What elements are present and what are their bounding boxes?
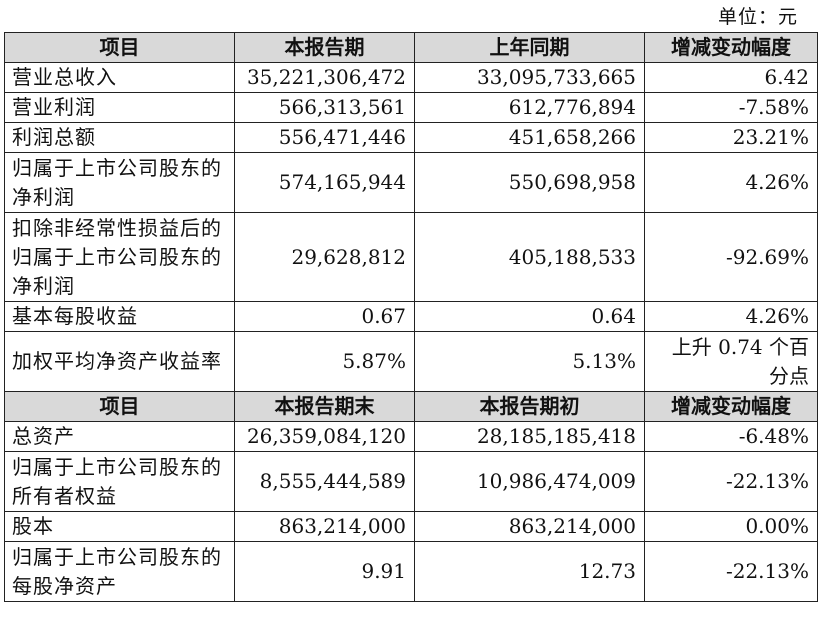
row-label: 加权平均净资产收益率 bbox=[4, 331, 235, 392]
table-row: 加权平均净资产收益率 5.87% 5.13% 上升 0.74 个百分点 bbox=[4, 331, 818, 392]
row-previous: 28,185,185,418 bbox=[414, 421, 645, 452]
row-current: 8,555,444,589 bbox=[234, 451, 415, 512]
row-change: 23.21% bbox=[644, 122, 818, 153]
row-current: 29,628,812 bbox=[234, 212, 415, 302]
row-current: 574,165,944 bbox=[234, 152, 415, 213]
row-previous: 863,214,000 bbox=[414, 511, 645, 542]
header-change: 增减变动幅度 bbox=[644, 391, 818, 422]
row-label: 基本每股收益 bbox=[4, 301, 235, 332]
row-label: 营业总收入 bbox=[4, 62, 235, 93]
header-previous-period: 上年同期 bbox=[414, 32, 645, 63]
row-previous: 0.64 bbox=[414, 301, 645, 332]
row-label: 利润总额 bbox=[4, 122, 235, 153]
table-row: 总资产 26,359,084,120 28,185,185,418 -6.48% bbox=[4, 421, 818, 452]
row-previous: 33,095,733,665 bbox=[414, 62, 645, 93]
table-row: 营业总收入 35,221,306,472 33,095,733,665 6.42 bbox=[4, 62, 818, 93]
header-change: 增减变动幅度 bbox=[644, 32, 818, 63]
row-change: 上升 0.74 个百分点 bbox=[644, 331, 818, 392]
table-row: 归属于上市公司股东的每股净资产 9.91 12.73 -22.13% bbox=[4, 541, 818, 602]
section2-header-row: 项目 本报告期末 本报告期初 增减变动幅度 bbox=[4, 391, 818, 422]
header-period-start: 本报告期初 bbox=[414, 391, 645, 422]
row-label: 归属于上市公司股东的所有者权益 bbox=[4, 451, 235, 512]
row-current: 35,221,306,472 bbox=[234, 62, 415, 93]
row-current: 566,313,561 bbox=[234, 92, 415, 123]
table-row: 扣除非经常性损益后的归属于上市公司股东的净利润 29,628,812 405,1… bbox=[4, 212, 818, 302]
row-previous: 405,188,533 bbox=[414, 212, 645, 302]
section1-header-row: 项目 本报告期 上年同期 增减变动幅度 bbox=[4, 32, 818, 63]
header-item: 项目 bbox=[4, 32, 235, 63]
header-item: 项目 bbox=[4, 391, 235, 422]
row-current: 5.87% bbox=[234, 331, 415, 392]
header-current-period: 本报告期 bbox=[234, 32, 415, 63]
header-period-end: 本报告期末 bbox=[234, 391, 415, 422]
row-previous: 12.73 bbox=[414, 541, 645, 602]
row-change: -22.13% bbox=[644, 541, 818, 602]
row-change: 4.26% bbox=[644, 152, 818, 213]
row-change: -7.58% bbox=[644, 92, 818, 123]
row-label: 总资产 bbox=[4, 421, 235, 452]
row-change: 0.00% bbox=[644, 511, 818, 542]
row-label: 营业利润 bbox=[4, 92, 235, 123]
row-current: 556,471,446 bbox=[234, 122, 415, 153]
table-row: 股本 863,214,000 863,214,000 0.00% bbox=[4, 511, 818, 542]
row-change: 6.42 bbox=[644, 62, 818, 93]
row-previous: 550,698,958 bbox=[414, 152, 645, 213]
financial-summary-table: 项目 本报告期 上年同期 增减变动幅度 营业总收入 35,221,306,472… bbox=[4, 32, 818, 602]
row-current: 0.67 bbox=[234, 301, 415, 332]
row-change: -6.48% bbox=[644, 421, 818, 452]
row-change: -92.69% bbox=[644, 212, 818, 302]
table-row: 利润总额 556,471,446 451,658,266 23.21% bbox=[4, 122, 818, 153]
row-current: 863,214,000 bbox=[234, 511, 415, 542]
row-current: 9.91 bbox=[234, 541, 415, 602]
row-label: 归属于上市公司股东的每股净资产 bbox=[4, 541, 235, 602]
row-label: 归属于上市公司股东的净利润 bbox=[4, 152, 235, 213]
table-row: 基本每股收益 0.67 0.64 4.26% bbox=[4, 301, 818, 332]
row-current: 26,359,084,120 bbox=[234, 421, 415, 452]
row-previous: 10,986,474,009 bbox=[414, 451, 645, 512]
table-row: 营业利润 566,313,561 612,776,894 -7.58% bbox=[4, 92, 818, 123]
unit-label: 单位：元 bbox=[717, 6, 798, 28]
row-previous: 5.13% bbox=[414, 331, 645, 392]
row-change: 4.26% bbox=[644, 301, 818, 332]
table-row: 归属于上市公司股东的净利润 574,165,944 550,698,958 4.… bbox=[4, 152, 818, 213]
row-previous: 612,776,894 bbox=[414, 92, 645, 123]
table-row: 归属于上市公司股东的所有者权益 8,555,444,589 10,986,474… bbox=[4, 451, 818, 512]
row-change: -22.13% bbox=[644, 451, 818, 512]
row-label: 股本 bbox=[4, 511, 235, 542]
row-previous: 451,658,266 bbox=[414, 122, 645, 153]
row-label: 扣除非经常性损益后的归属于上市公司股东的净利润 bbox=[4, 212, 235, 302]
